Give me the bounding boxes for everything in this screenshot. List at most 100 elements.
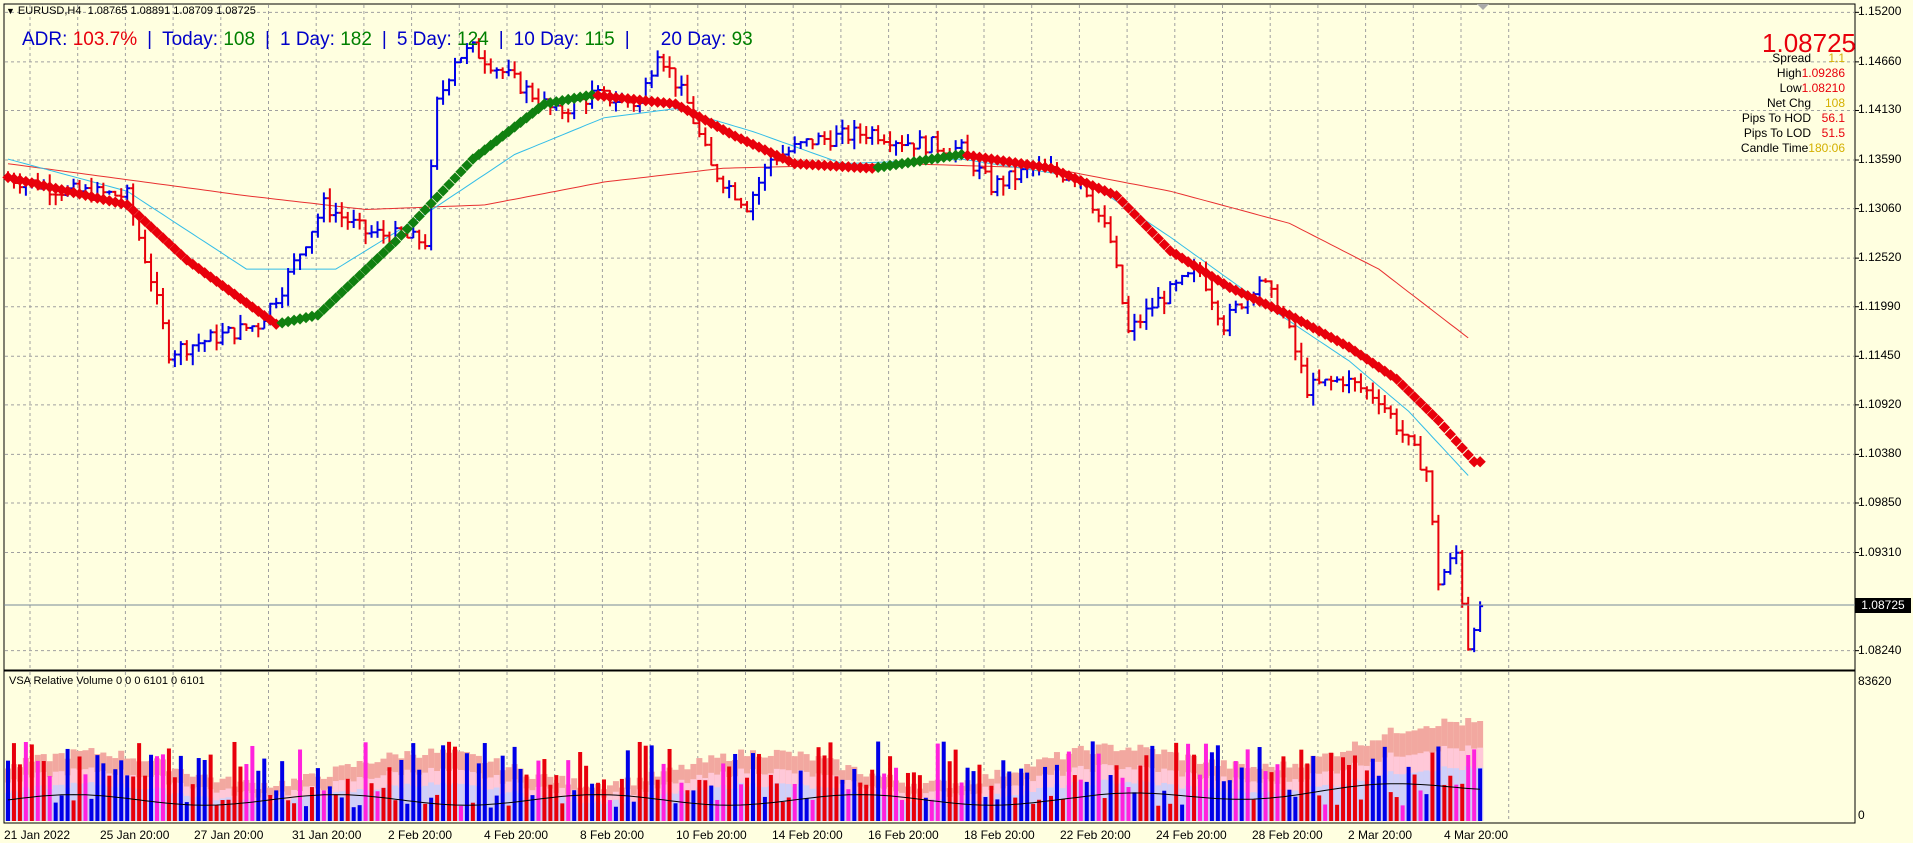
trend-dot xyxy=(1444,428,1456,440)
trend-dot xyxy=(324,298,336,310)
volume-bar xyxy=(351,807,356,821)
volume-bar xyxy=(1299,749,1304,821)
volume-bar xyxy=(1388,792,1393,821)
time-tick-label: 21 Jan 2022 xyxy=(4,828,71,842)
chart-grid xyxy=(5,5,1859,822)
volume-bar xyxy=(309,787,314,821)
trend-dot xyxy=(163,237,175,250)
price-bar xyxy=(1220,315,1227,336)
volume-bar xyxy=(929,799,934,821)
chart-menu-triangle-icon[interactable]: ▼ xyxy=(6,6,15,16)
volume-bar xyxy=(1281,756,1286,821)
price-bar xyxy=(1322,378,1329,387)
price-bar xyxy=(171,350,178,368)
price-bar xyxy=(1095,208,1102,223)
price-bar xyxy=(457,56,464,64)
price-bar xyxy=(1143,298,1150,330)
price-bar xyxy=(755,176,762,205)
price-bar xyxy=(517,71,524,95)
volume-bar xyxy=(1424,794,1429,821)
price-bar xyxy=(881,134,888,145)
price-bar xyxy=(1173,279,1180,292)
trend-dot xyxy=(139,215,151,228)
volume-bar xyxy=(649,745,654,821)
trend-dot xyxy=(1391,373,1403,385)
time-tick-label: 22 Feb 20:00 xyxy=(1060,828,1131,842)
price-bar xyxy=(511,61,518,79)
volume-bar xyxy=(1370,758,1375,821)
time-tick-label: 4 Mar 20:00 xyxy=(1444,828,1509,842)
volume-bar xyxy=(1025,772,1030,821)
trend-dot xyxy=(407,216,419,229)
price-bar xyxy=(702,127,709,147)
volume-bar xyxy=(1013,797,1018,821)
price-bar xyxy=(922,135,929,156)
price-bar xyxy=(1226,303,1233,337)
volume-bar xyxy=(1132,792,1137,821)
volume-bar xyxy=(59,795,64,821)
volume-bar xyxy=(470,802,475,821)
volume-bar xyxy=(703,780,708,821)
info-label: High xyxy=(1776,66,1802,80)
volume-bar xyxy=(89,798,94,821)
info-label: Spread xyxy=(1772,51,1811,65)
price-bar xyxy=(124,184,131,202)
price-bar xyxy=(1387,405,1394,419)
volume-bar xyxy=(166,748,171,821)
volume-bar xyxy=(792,783,797,821)
adr-value: 103.7% xyxy=(72,29,138,50)
volume-bar xyxy=(1090,741,1095,821)
trend-dot xyxy=(1468,456,1480,468)
info-row: Net Chg 108 xyxy=(1741,96,1845,111)
volume-bar xyxy=(458,805,463,821)
price-bar xyxy=(863,126,870,145)
trend-dot xyxy=(371,252,384,265)
volume-bar xyxy=(137,743,142,821)
trend-dot xyxy=(1158,239,1170,251)
price-bar xyxy=(976,161,983,180)
volume-bar xyxy=(220,800,225,821)
volume-bar xyxy=(488,807,493,821)
trend-dot xyxy=(336,286,348,299)
price-bar xyxy=(332,202,339,223)
volume-bar xyxy=(363,742,368,821)
price-bar xyxy=(678,75,685,96)
price-bar xyxy=(1417,436,1424,471)
price-bar xyxy=(106,190,113,195)
price-bar xyxy=(1381,395,1388,413)
volume-bar xyxy=(834,776,839,821)
price-bar xyxy=(201,339,208,352)
price-bar xyxy=(726,180,733,199)
chart-shift-marker[interactable] xyxy=(1477,4,1489,10)
price-bar xyxy=(1340,376,1347,393)
price-bar xyxy=(1137,314,1144,329)
price-bar xyxy=(529,82,536,103)
volume-bar xyxy=(202,759,207,821)
price-bar xyxy=(732,182,739,201)
price-bar xyxy=(285,268,292,306)
price-bar xyxy=(767,156,774,177)
info-label: Low xyxy=(1779,81,1802,95)
volume-bar xyxy=(810,799,815,821)
time-tick-label: 14 Feb 20:00 xyxy=(772,828,843,842)
volume-bar xyxy=(941,741,946,821)
volume-bar xyxy=(292,803,297,821)
price-tick-label: 1.08240 xyxy=(1858,642,1902,657)
price-bar xyxy=(821,131,828,145)
volume-bar xyxy=(107,775,112,821)
volume-bar xyxy=(542,759,547,821)
price-bar xyxy=(416,229,423,250)
volume-bar xyxy=(184,802,189,821)
volume-bar xyxy=(977,764,982,821)
price-bar xyxy=(797,141,804,149)
price-bar xyxy=(303,246,309,257)
volume-bar xyxy=(900,799,904,821)
volume-bar xyxy=(1066,751,1071,821)
price-tick-label: 1.14660 xyxy=(1858,53,1902,68)
price-bar xyxy=(297,253,304,271)
volume-bar xyxy=(1293,796,1298,821)
ohlc-values: 1.08765 1.08891 1.08709 1.08725 xyxy=(87,5,256,17)
volume-bar xyxy=(727,766,732,821)
volume-bar xyxy=(304,806,308,821)
